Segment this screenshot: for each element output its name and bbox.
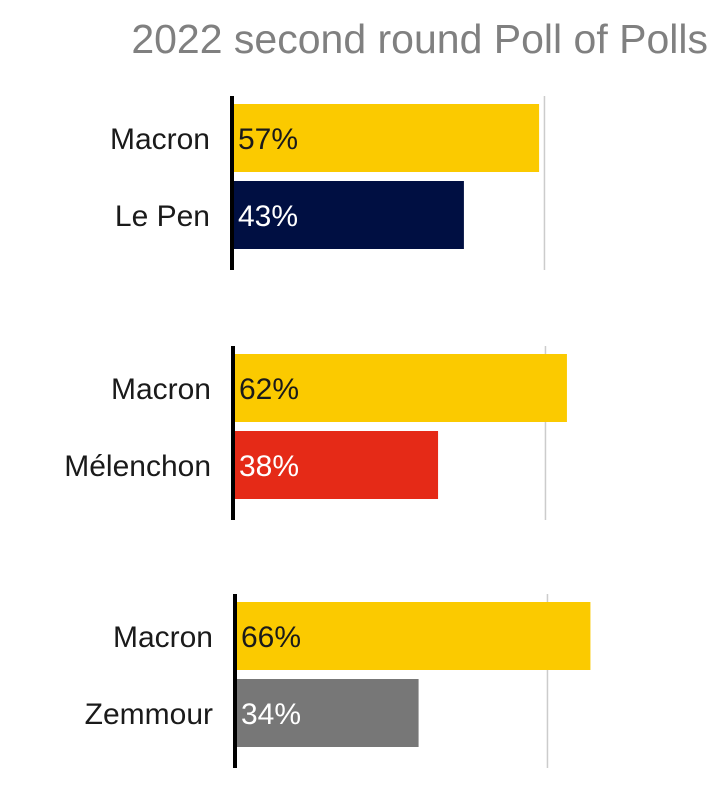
chart-title: 2022 second round Poll of Polls (131, 16, 708, 62)
bar-value-label: 66% (241, 621, 301, 654)
candidate-label: Zemmour (85, 698, 213, 731)
bar-value-label: 34% (241, 698, 301, 731)
bar (234, 431, 439, 499)
candidate-label: Le Pen (115, 200, 210, 233)
matchup-group: 62% Macron 38% Mélenchon (64, 346, 567, 520)
bar-value-label: 57% (238, 123, 298, 156)
bar (233, 104, 540, 172)
bar-value-label: 62% (239, 373, 299, 406)
bar (233, 181, 464, 249)
bar (236, 602, 591, 670)
bar (234, 354, 567, 422)
bar-value-label: 38% (239, 450, 299, 483)
matchup-group: 57% Macron 43% Le Pen (110, 96, 546, 270)
bar (236, 679, 419, 747)
candidate-label: Macron (111, 373, 211, 406)
bar-value-label: 43% (238, 200, 298, 233)
candidate-label: Macron (113, 621, 213, 654)
candidate-label: Mélenchon (64, 450, 211, 483)
candidate-label: Macron (110, 123, 210, 156)
matchup-group: 66% Macron 34% Zemmour (85, 594, 591, 768)
